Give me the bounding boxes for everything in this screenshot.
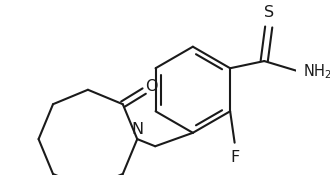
Text: F: F — [230, 150, 239, 165]
Text: NH$_2$: NH$_2$ — [303, 62, 330, 81]
Text: N: N — [131, 122, 143, 137]
Text: O: O — [145, 79, 157, 94]
Text: S: S — [264, 5, 274, 20]
